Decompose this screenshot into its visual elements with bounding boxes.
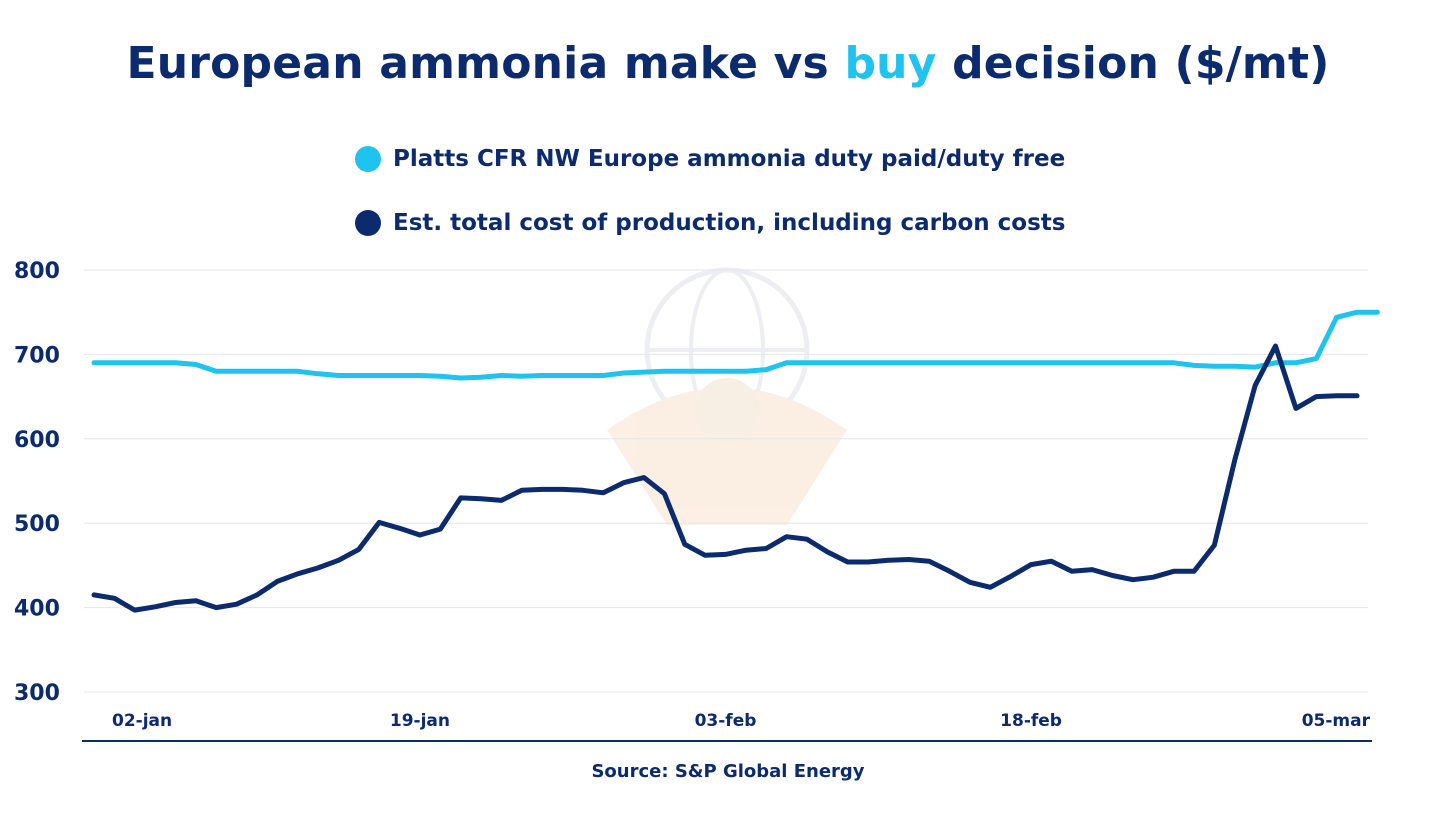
y-tick-label: 700	[14, 343, 60, 368]
legend-marker-cyan	[355, 146, 381, 172]
x-tick-label: 03-feb	[695, 711, 757, 731]
chart-title: European ammonia make vs buy decision ($…	[0, 38, 1456, 89]
y-tick-label: 300	[14, 681, 60, 706]
source-note: Source: S&P Global Energy	[591, 761, 865, 782]
chart-title-tail: decision ($/mt)	[952, 38, 1330, 89]
legend-label-production-cost: Est. total cost of production, including…	[393, 210, 1066, 236]
watermark-shape	[695, 378, 759, 442]
y-tick-label: 500	[14, 512, 60, 537]
y-tick-label: 800	[14, 259, 60, 284]
series-line-platts	[91, 309, 1380, 381]
x-tick-label: 05-mar	[1302, 711, 1371, 731]
legend-marker-navy	[355, 210, 381, 236]
legend-item-production-cost: Est. total cost of production, including…	[355, 206, 1065, 240]
y-tick-label: 600	[14, 428, 60, 453]
legend-item-platts: Platts CFR NW Europe ammonia duty paid/d…	[355, 142, 1065, 176]
watermark-logo	[607, 267, 847, 525]
x-tick-label: 19-jan	[390, 711, 450, 731]
chart-title-highlight: buy	[844, 38, 937, 89]
x-tick-label: 18-feb	[1000, 711, 1062, 731]
chart-title-main: European ammonia make vs	[126, 38, 829, 89]
x-tick-label: 02-jan	[112, 711, 172, 731]
watermark-shape	[607, 387, 847, 525]
y-tick-label: 400	[14, 597, 60, 622]
legend-label-platts: Platts CFR NW Europe ammonia duty paid/d…	[393, 146, 1066, 172]
series-line-production-cost	[91, 343, 1360, 613]
